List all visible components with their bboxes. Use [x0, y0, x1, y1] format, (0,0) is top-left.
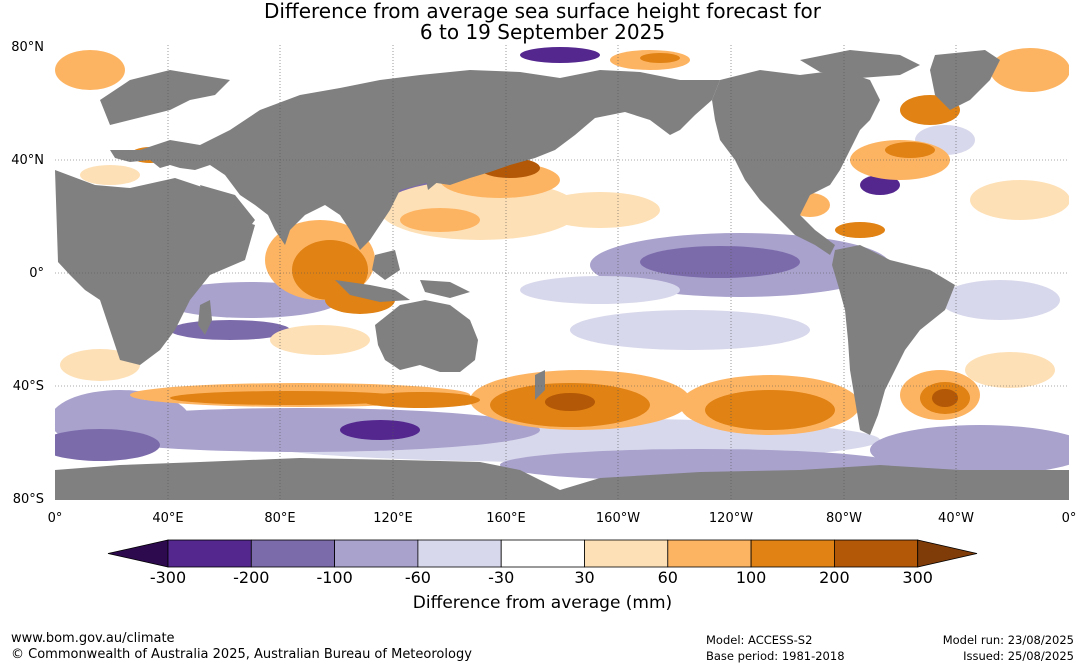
- footer-url: www.bom.gov.au/climate: [11, 631, 175, 646]
- colorbar-bin: [334, 539, 419, 568]
- colorbar-tick-label: -100: [316, 568, 352, 587]
- footer-copyright: © Commonwealth of Australia 2025, Austra…: [11, 647, 472, 662]
- colorbar: -300 -200 -100 -60 -30 30 60 100 200 300: [107, 539, 978, 587]
- lon-tick-0-left: 0°: [48, 511, 63, 526]
- footer-model-run: Model run: 23/08/2025: [942, 633, 1074, 647]
- lon-tick-120e: 120°E: [373, 511, 413, 526]
- lat-tick-0: 0°: [29, 266, 44, 281]
- chart-title-line1: Difference from average sea surface heig…: [263, 0, 822, 23]
- colorbar-bin: [417, 539, 502, 568]
- forecast-map: 80°N 40°N 0° 40°S 80°S 0° 40°E 80°E 120°…: [11, 40, 1077, 587]
- lat-tick-40s: 40°S: [13, 379, 44, 394]
- colorbar-bin: [667, 539, 752, 568]
- lon-tick-160w: 160°W: [596, 511, 640, 526]
- footer-model: Model: ACCESS-S2: [706, 633, 813, 647]
- land-europe-north: [100, 70, 230, 125]
- lat-tick-80s: 80°S: [13, 492, 44, 507]
- land-borneo: [372, 250, 400, 280]
- lon-tick-40w: 40°W: [938, 511, 974, 526]
- lon-tick-80w: 80°W: [826, 511, 862, 526]
- colorbar-bin: [500, 539, 585, 568]
- colorbar-title: Difference from average (mm): [412, 593, 673, 613]
- land-north-america: [712, 70, 880, 225]
- colorbar-bin: [750, 539, 835, 568]
- colorbar-tick-label: -200: [233, 568, 269, 587]
- land-south-america: [832, 245, 955, 435]
- colorbar-bin: [584, 539, 669, 568]
- colorbar-bin: [834, 539, 919, 568]
- colorbar-tick-label: 30: [574, 568, 594, 587]
- land-australia: [375, 300, 478, 372]
- lon-tick-40e: 40°E: [152, 511, 183, 526]
- lon-tick-0-right: 0°: [1062, 511, 1077, 526]
- colorbar-extend-low: [107, 539, 169, 568]
- land-arabia: [200, 185, 255, 240]
- lon-tick-160e: 160°E: [486, 511, 526, 526]
- chart-title-line2: 6 to 19 September 2025: [419, 20, 666, 44]
- footer-base-period: Base period: 1981-2018: [706, 649, 845, 663]
- positive-anomaly-patches: [55, 48, 1069, 435]
- colorbar-extend-high: [917, 539, 978, 568]
- lat-tick-40n: 40°N: [11, 153, 44, 168]
- land-madagascar: [198, 300, 212, 335]
- colorbar-tick-label: 100: [736, 568, 767, 587]
- land-antarctica: [55, 458, 1069, 500]
- land-japan: [425, 145, 448, 190]
- land-central-america: [780, 215, 835, 255]
- footer-issued: Issued: 25/08/2025: [963, 649, 1074, 663]
- land-greenland: [930, 50, 1000, 110]
- lon-tick-120w: 120°W: [709, 511, 753, 526]
- lat-tick-80n: 80°N: [11, 40, 44, 55]
- map-gridlines: [55, 45, 1069, 500]
- colorbar-tick-label: 300: [902, 568, 933, 587]
- land-new-zealand: [535, 370, 545, 400]
- colorbar-bin: [167, 539, 252, 568]
- colorbar-tick-label: -60: [405, 568, 431, 587]
- colorbar-tick-label: 60: [658, 568, 678, 587]
- colorbar-tick-label: -30: [488, 568, 514, 587]
- land-canada-arctic: [800, 50, 920, 78]
- land-africa: [55, 170, 255, 365]
- land-new-guinea: [420, 280, 470, 298]
- lon-tick-80e: 80°E: [264, 511, 295, 526]
- land-indonesia: [335, 280, 410, 302]
- colorbar-bin: [250, 539, 336, 568]
- colorbar-tick-label: -300: [150, 568, 186, 587]
- colorbar-tick-label: 200: [819, 568, 850, 587]
